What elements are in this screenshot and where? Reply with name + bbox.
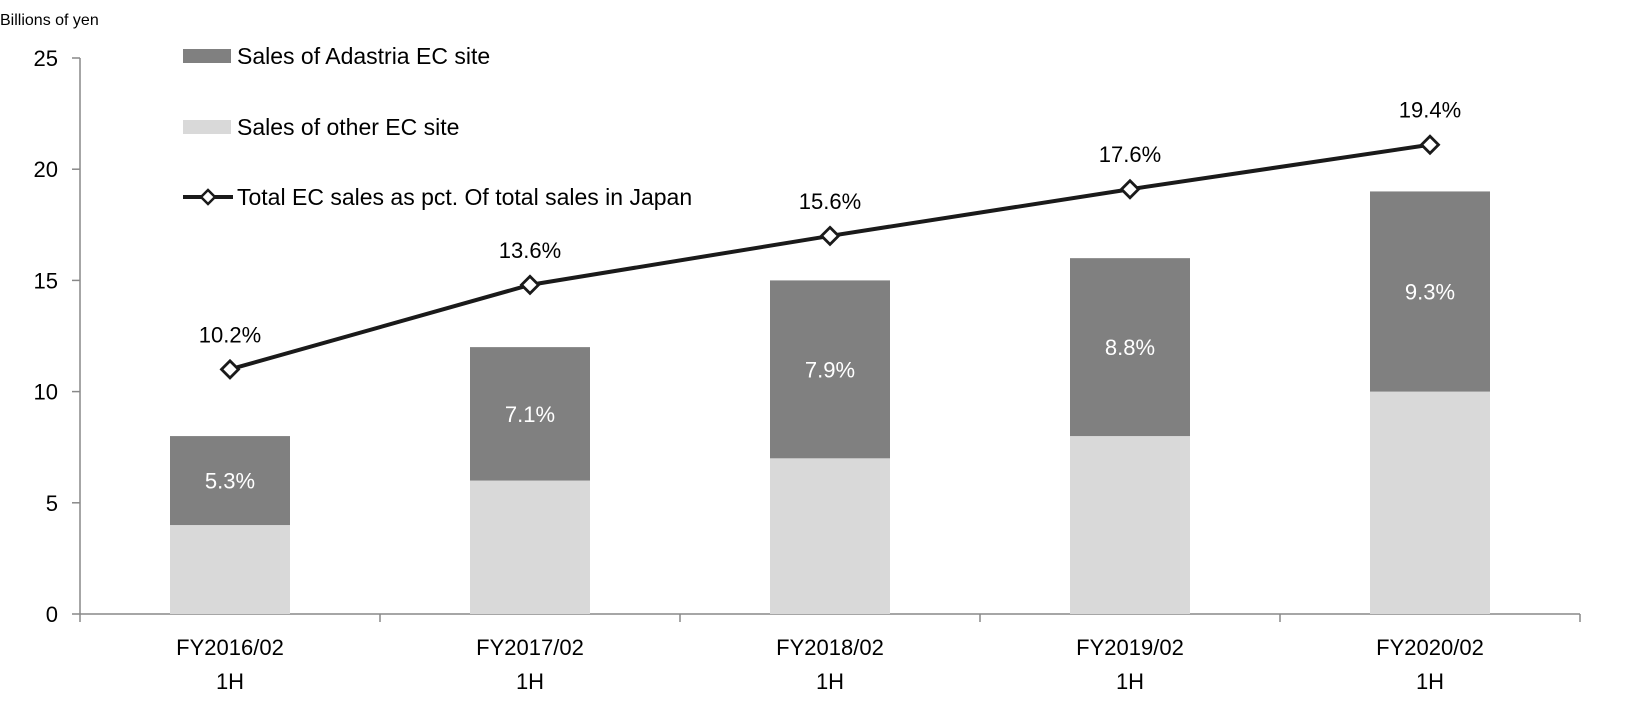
x-tick-label: 1H bbox=[216, 669, 244, 694]
legend: Sales of Adastria EC site Sales of other … bbox=[183, 43, 692, 210]
line-data-label: 17.6% bbox=[1099, 142, 1161, 167]
bar-data-label: 7.1% bbox=[505, 402, 555, 427]
line-point-diamond bbox=[1119, 178, 1141, 200]
bar-segment bbox=[1370, 391, 1490, 614]
bar-data-label: 7.9% bbox=[805, 357, 855, 382]
bar-data-label: 9.3% bbox=[1405, 280, 1455, 305]
bar-segment bbox=[170, 525, 290, 614]
bar-segment bbox=[1370, 191, 1490, 392]
bar-segment bbox=[1070, 436, 1190, 614]
y-tick-label: 25 bbox=[34, 46, 58, 71]
legend-entry-label: Sales of Adastria EC site bbox=[237, 43, 490, 69]
line-data-label: 19.4% bbox=[1399, 98, 1461, 123]
x-tick-label: FY2017/02 bbox=[476, 635, 584, 660]
bar-segment bbox=[470, 480, 590, 614]
x-tick-label: 1H bbox=[816, 669, 844, 694]
y-tick-label: 10 bbox=[34, 380, 58, 405]
bar-segment bbox=[170, 436, 290, 526]
y-tick-label: 15 bbox=[34, 268, 58, 293]
x-tick-label: FY2019/02 bbox=[1076, 635, 1184, 660]
x-tick-label: 1H bbox=[1116, 669, 1144, 694]
line-series bbox=[219, 134, 1441, 380]
y-tick-label: 20 bbox=[34, 157, 58, 182]
bar-data-label: 5.3% bbox=[205, 469, 255, 494]
bar-segment bbox=[1070, 258, 1190, 437]
x-tick-label: 1H bbox=[516, 669, 544, 694]
line-data-label: 13.6% bbox=[499, 238, 561, 263]
bar-segment bbox=[770, 280, 890, 459]
legend-swatch bbox=[183, 120, 231, 134]
y-tick-label: 0 bbox=[46, 602, 58, 627]
line-point-diamond bbox=[1419, 134, 1441, 156]
legend-entry-label: Total EC sales as pct. Of total sales in… bbox=[237, 184, 692, 210]
line-point-diamond bbox=[219, 358, 241, 380]
legend-swatch bbox=[183, 49, 231, 63]
y-axis-unit-label: Billions of yen bbox=[0, 12, 99, 29]
line-data-label: 10.2% bbox=[199, 322, 261, 347]
bars bbox=[170, 191, 1490, 614]
line-point-diamond bbox=[819, 225, 841, 247]
data-labels: 5.3% 7.1% 7.9% 8.8% 9.3% 10.2% 13.6% 15.6% 17.6%… bbox=[199, 98, 1461, 494]
bar-segment bbox=[470, 347, 590, 481]
x-tick-label: FY2020/02 bbox=[1376, 635, 1484, 660]
bar-data-label: 8.8% bbox=[1105, 335, 1155, 360]
y-tick-label: 5 bbox=[46, 491, 58, 516]
x-tick-label: FY2018/02 bbox=[776, 635, 884, 660]
line-data-label: 15.6% bbox=[799, 189, 861, 214]
legend-entry-label: Sales of other EC site bbox=[237, 114, 459, 140]
legend-marker-diamond bbox=[199, 188, 217, 206]
x-tick-label: FY2016/02 bbox=[176, 635, 284, 660]
x-tick-label: 1H bbox=[1416, 669, 1444, 694]
line-point-diamond bbox=[519, 274, 541, 296]
bar-segment bbox=[770, 458, 890, 614]
